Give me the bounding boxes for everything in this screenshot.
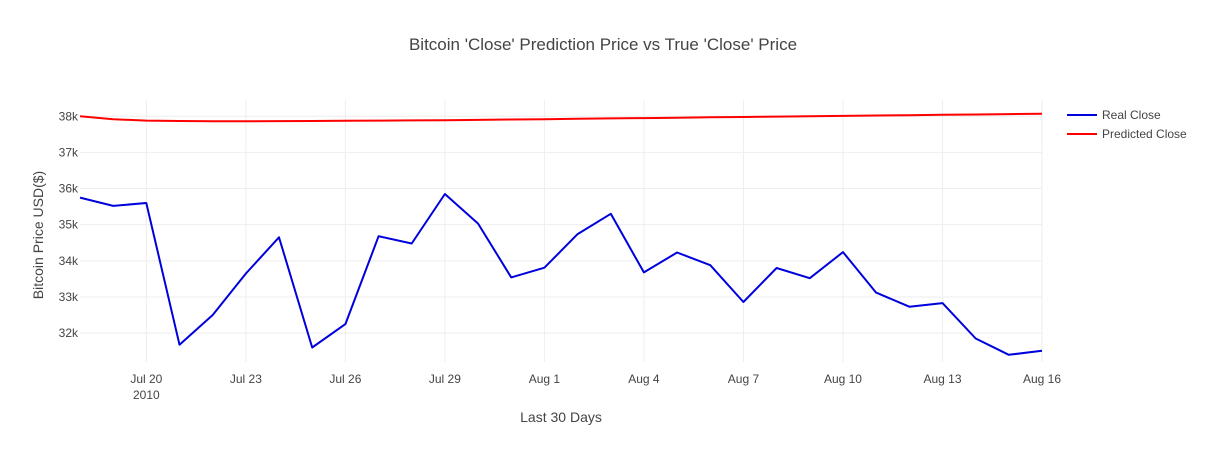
x-tick-label: Jul 23 [230,372,262,386]
x-tick-label: Jul 29 [429,372,461,386]
x-tick-label: Jul 26 [329,372,361,386]
x-tick-label: Aug 7 [728,372,760,386]
x-tick-label: Aug 16 [1023,372,1061,386]
x-tick-label: Jul 20 [130,372,162,386]
legend[interactable]: Real Close Predicted Close [1067,108,1187,141]
y-tick-label: 34k [59,254,79,268]
x-axis-title: Last 30 Days [520,409,602,425]
y-tick-label: 36k [59,182,79,196]
y-tick-label: 35k [59,218,79,232]
x-tick-sublabel: 2010 [133,388,160,402]
y-tick-label: 33k [59,290,79,304]
y-axis-title: Bitcoin Price USD($) [30,171,46,299]
y-axis-ticks: 32k 33k 34k 35k 36k 37k 38k [59,109,79,340]
x-axis-ticks: Jul 20 2010 Jul 23 Jul 26 Jul 29 Aug 1 Aug 4 Au… [130,372,1061,402]
series-line-real-close[interactable] [79,193,1043,356]
x-tick-label: Aug 1 [529,372,561,386]
series-line-predicted-close[interactable] [79,112,1043,123]
x-tick-label: Aug 13 [923,372,961,386]
y-tick-label: 37k [59,145,79,159]
y-tick-label: 38k [59,109,79,123]
y-tick-label: 32k [59,326,79,340]
chart-title: Bitcoin 'Close' Prediction Price vs True… [409,35,797,54]
x-tick-label: Aug 10 [824,372,862,386]
x-tick-label: Aug 4 [628,372,660,386]
legend-label[interactable]: Predicted Close [1102,127,1187,141]
legend-label[interactable]: Real Close [1102,108,1161,122]
series-lines [79,112,1043,356]
grid [80,100,1043,362]
